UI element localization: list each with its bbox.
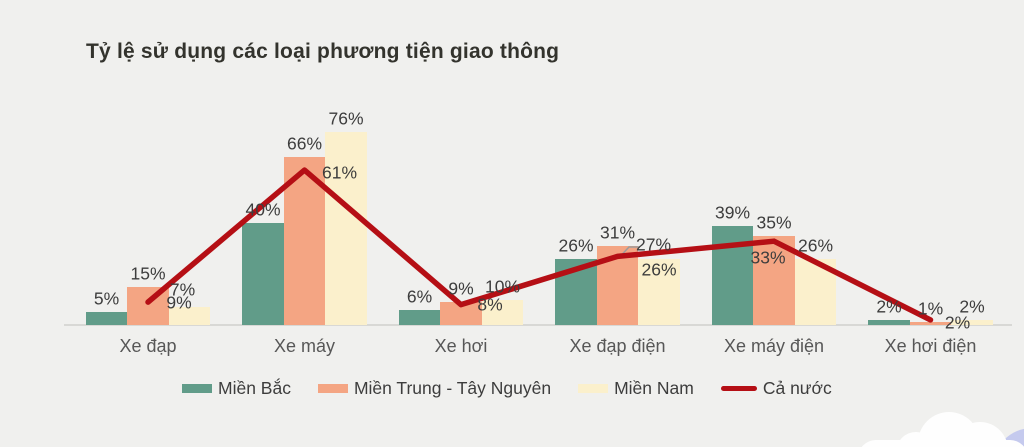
legend-item: Miền Bắc: [182, 378, 291, 399]
bar-value-label: 31%: [599, 222, 636, 243]
bar-value-label: 26%: [558, 235, 594, 256]
bar: [794, 258, 837, 325]
line-value-label: 2%: [944, 312, 971, 333]
bar: [398, 309, 441, 325]
line-value-label: 27%: [635, 234, 672, 255]
bar: [868, 319, 910, 325]
chart-title: Tỷ lệ sử dụng các loại phương tiện giao …: [86, 40, 560, 63]
category-label: Xe máy điện: [723, 336, 825, 356]
bar-value-label: 26%: [797, 235, 834, 256]
cloud-decoration: [858, 440, 1024, 447]
legend-bar-swatch: [317, 384, 348, 393]
bar-value-label: 2%: [959, 296, 985, 317]
bar: [555, 258, 597, 325]
legend-label: Cả nước: [762, 378, 832, 398]
legend-bar-swatch: [578, 384, 609, 393]
legend-label: Miền Trung - Tây Nguyên: [353, 378, 552, 398]
x-axis-line: [64, 324, 1012, 326]
bar: [242, 223, 284, 325]
bar: [711, 225, 754, 325]
category-label: Xe hơi điện: [884, 336, 977, 356]
bar: [127, 286, 169, 325]
line-value-label: 33%: [750, 247, 786, 268]
bar-value-label: 35%: [756, 212, 792, 233]
category-label: Xe máy: [273, 336, 336, 356]
bar: [440, 302, 482, 325]
bar-value-label: 5%: [93, 288, 120, 309]
bar-value-label: 26%: [641, 259, 677, 280]
bar: [325, 131, 367, 325]
bar-value-label: 40%: [245, 199, 281, 220]
bar: [596, 246, 639, 325]
bar: [85, 312, 128, 325]
bar-value-label: 6%: [406, 286, 433, 307]
chart-legend: Miền Bắc Miền Trung - Tây Nguyên Miền Nam C…: [182, 378, 832, 399]
category-label: Xe đạp: [119, 336, 177, 356]
line-value-label: 61%: [321, 162, 358, 183]
legend-label: Miền Nam: [614, 378, 694, 398]
bar-value-label: 66%: [286, 133, 323, 154]
line-value-label: 9%: [166, 292, 192, 313]
legend-bar-swatch: [182, 384, 212, 393]
bar: [283, 157, 326, 325]
bar-value-label: 39%: [714, 202, 751, 223]
legend-item: Cả nước: [720, 378, 832, 399]
bar: [909, 322, 952, 325]
legend-label: Miền Bắc: [218, 378, 291, 398]
legend-item: Miền Nam: [578, 378, 694, 399]
bar-value-label: 9%: [448, 278, 474, 299]
category-label: Xe hơi: [434, 336, 488, 356]
category-label: Xe đạp điện: [569, 336, 666, 356]
line-value-label: 8%: [477, 294, 503, 315]
bar-value-label: 76%: [328, 108, 364, 129]
bar-value-label: 15%: [130, 263, 166, 284]
bar-value-label: 1%: [917, 298, 944, 319]
legend-item: Miền Trung - Tây Nguyên: [317, 378, 552, 399]
legend-line-swatch: [720, 386, 757, 391]
bar-value-label: 2%: [876, 296, 902, 317]
bar: [951, 319, 993, 325]
